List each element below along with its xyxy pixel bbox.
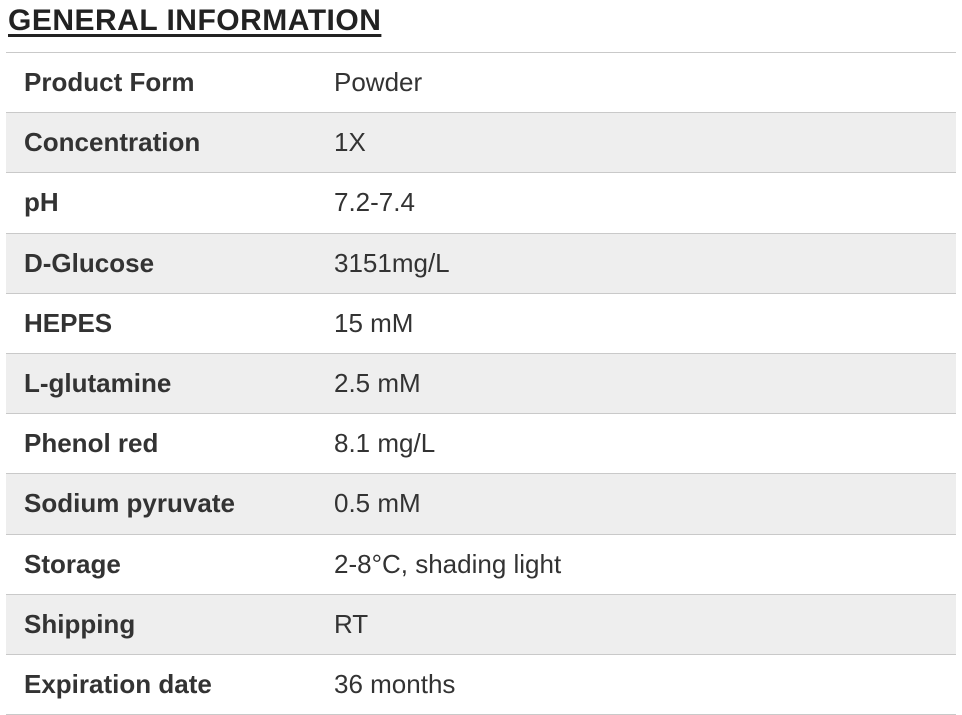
row-label: D-Glucose: [6, 233, 316, 293]
row-value: 36 months: [316, 654, 956, 714]
row-value: 3151mg/L: [316, 233, 956, 293]
row-value: Powder: [316, 53, 956, 113]
general-information-section: GENERAL INFORMATION Product Form Powder …: [0, 0, 962, 715]
row-label: Sodium pyruvate: [6, 474, 316, 534]
row-label: Product Form: [6, 53, 316, 113]
row-label: Shipping: [6, 594, 316, 654]
table-row: Shipping RT: [6, 594, 956, 654]
table-row: Expiration date 36 months: [6, 654, 956, 714]
table-row: L-glutamine 2.5 mM: [6, 353, 956, 413]
table-row: HEPES 15 mM: [6, 293, 956, 353]
row-value: 8.1 mg/L: [316, 414, 956, 474]
row-label: pH: [6, 173, 316, 233]
row-value: 2-8°C, shading light: [316, 534, 956, 594]
table-row: Concentration 1X: [6, 113, 956, 173]
row-label: Storage: [6, 534, 316, 594]
row-label: Expiration date: [6, 654, 316, 714]
table-row: Sodium pyruvate 0.5 mM: [6, 474, 956, 534]
table-row: D-Glucose 3151mg/L: [6, 233, 956, 293]
row-label: Phenol red: [6, 414, 316, 474]
row-value: 1X: [316, 113, 956, 173]
table-row: pH 7.2-7.4: [6, 173, 956, 233]
row-value: 7.2-7.4: [316, 173, 956, 233]
row-label: L-glutamine: [6, 353, 316, 413]
row-value: 0.5 mM: [316, 474, 956, 534]
row-label: HEPES: [6, 293, 316, 353]
table-row: Phenol red 8.1 mg/L: [6, 414, 956, 474]
table-row: Product Form Powder: [6, 53, 956, 113]
row-value: RT: [316, 594, 956, 654]
row-value: 2.5 mM: [316, 353, 956, 413]
row-value: 15 mM: [316, 293, 956, 353]
section-title: GENERAL INFORMATION: [8, 4, 956, 38]
table-row: Storage 2-8°C, shading light: [6, 534, 956, 594]
info-table: Product Form Powder Concentration 1X pH …: [6, 52, 956, 715]
row-label: Concentration: [6, 113, 316, 173]
